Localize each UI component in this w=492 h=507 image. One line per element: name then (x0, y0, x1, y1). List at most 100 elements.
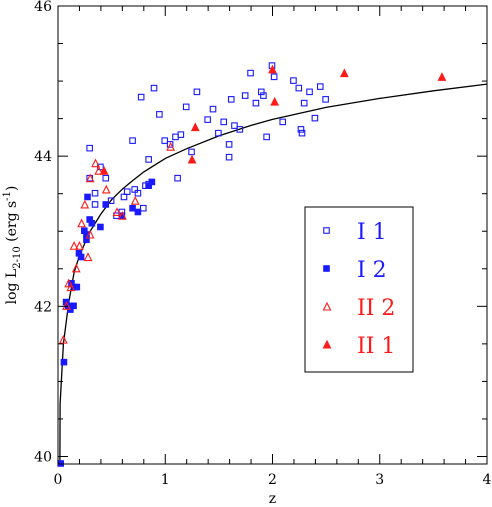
data-point (316, 83, 324, 90)
y-axis-label-subscript: 2-10 (12, 246, 23, 268)
series-open-triangle (58, 141, 176, 344)
data-point (145, 156, 152, 163)
data-point (99, 165, 109, 175)
data-point (69, 241, 79, 250)
data-point (263, 133, 270, 141)
data-point (102, 201, 110, 208)
data-point (84, 193, 91, 201)
data-point (150, 84, 158, 92)
data-point (101, 184, 111, 194)
data-point (73, 283, 81, 291)
y-tick-label: 46 (34, 0, 52, 15)
data-point (322, 96, 329, 103)
x-tick-label: 0 (54, 472, 63, 488)
y-axis-label-unit-close: ) (4, 186, 20, 191)
y-tick-label: 44 (34, 149, 52, 165)
data-point (58, 334, 68, 344)
data-point (215, 129, 222, 137)
x-tick-label: 3 (375, 472, 384, 488)
y-axis-label-main: log L (4, 269, 20, 305)
legend-marker (322, 339, 332, 349)
y-tick-label: 42 (34, 299, 52, 315)
data-point (268, 64, 277, 74)
x-tick-label: 2 (268, 472, 277, 488)
data-point (298, 129, 306, 137)
y-tick-label: 40 (34, 449, 52, 465)
data-point (112, 207, 122, 217)
data-point (94, 165, 104, 175)
data-point (129, 137, 136, 144)
data-point (80, 199, 90, 209)
data-point (140, 204, 147, 212)
data-point (148, 178, 156, 186)
data-point (130, 195, 140, 205)
data-point (297, 126, 305, 133)
data-point (83, 252, 93, 262)
data-point (227, 96, 235, 103)
data-point (174, 174, 181, 182)
data-point (241, 92, 249, 99)
legend-marker (322, 301, 332, 311)
data-point (225, 153, 233, 161)
legend-label: I 1 (357, 220, 387, 245)
data-point (91, 189, 99, 197)
data-point (204, 116, 211, 123)
x-tick-label: 4 (483, 472, 492, 488)
series-filled-square (57, 178, 156, 467)
data-point (134, 189, 142, 197)
axes: 0 1 2 3 4 40 42 44 46 (34, 0, 491, 488)
data-point (117, 210, 127, 220)
legend-label: I 2 (357, 258, 387, 283)
data-point (247, 69, 254, 77)
data-point (260, 92, 267, 99)
data-point (166, 141, 174, 148)
data-point (187, 154, 197, 164)
data-point (177, 131, 185, 138)
data-point (166, 141, 176, 151)
data-point (279, 118, 287, 126)
data-point (97, 223, 104, 231)
data-point (66, 282, 76, 292)
series-filled-triangle (99, 64, 447, 175)
data-point (252, 99, 260, 107)
data-point (190, 122, 200, 132)
data-point (220, 118, 228, 126)
data-point (85, 229, 95, 239)
data-point (102, 174, 110, 182)
legend-label: II 2 (357, 296, 395, 321)
legend-box (304, 206, 414, 373)
data-point (290, 77, 297, 84)
data-point (129, 204, 136, 212)
data-point (134, 208, 142, 216)
data-point (156, 111, 163, 118)
data-point (306, 88, 313, 96)
data-point (77, 218, 86, 228)
data-point (70, 302, 77, 310)
data-point (257, 88, 265, 96)
data-point (437, 72, 447, 81)
plot-frame (57, 5, 488, 465)
legend-marker (323, 227, 330, 234)
series-open-square (86, 62, 329, 220)
data-point (270, 96, 280, 106)
data-point (137, 93, 145, 101)
data-point (182, 103, 190, 111)
data-point (75, 241, 84, 250)
data-point (91, 201, 99, 208)
data-point (188, 148, 195, 156)
legend-marker (323, 265, 330, 272)
legend: I 1 I 2 II 2 II 1 (304, 206, 414, 373)
model-curve (59, 83, 488, 465)
data-point (86, 144, 93, 152)
data-point (83, 236, 90, 244)
data-point (161, 137, 169, 144)
y-axis-label-unit-exponent: -1 (2, 191, 13, 201)
data-point (85, 173, 95, 183)
plot-area (57, 62, 488, 467)
data-point (236, 126, 244, 133)
data-point (295, 84, 303, 92)
data-point (270, 73, 278, 81)
data-point (231, 122, 238, 129)
legend-label: II 1 (357, 334, 395, 359)
